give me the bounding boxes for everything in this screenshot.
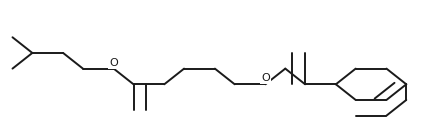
Text: O: O	[109, 58, 118, 68]
Text: O: O	[261, 73, 270, 83]
